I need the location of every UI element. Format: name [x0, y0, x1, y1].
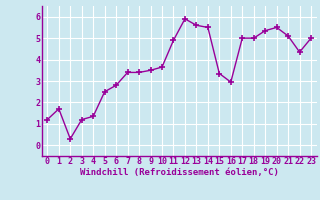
- X-axis label: Windchill (Refroidissement éolien,°C): Windchill (Refroidissement éolien,°C): [80, 168, 279, 177]
